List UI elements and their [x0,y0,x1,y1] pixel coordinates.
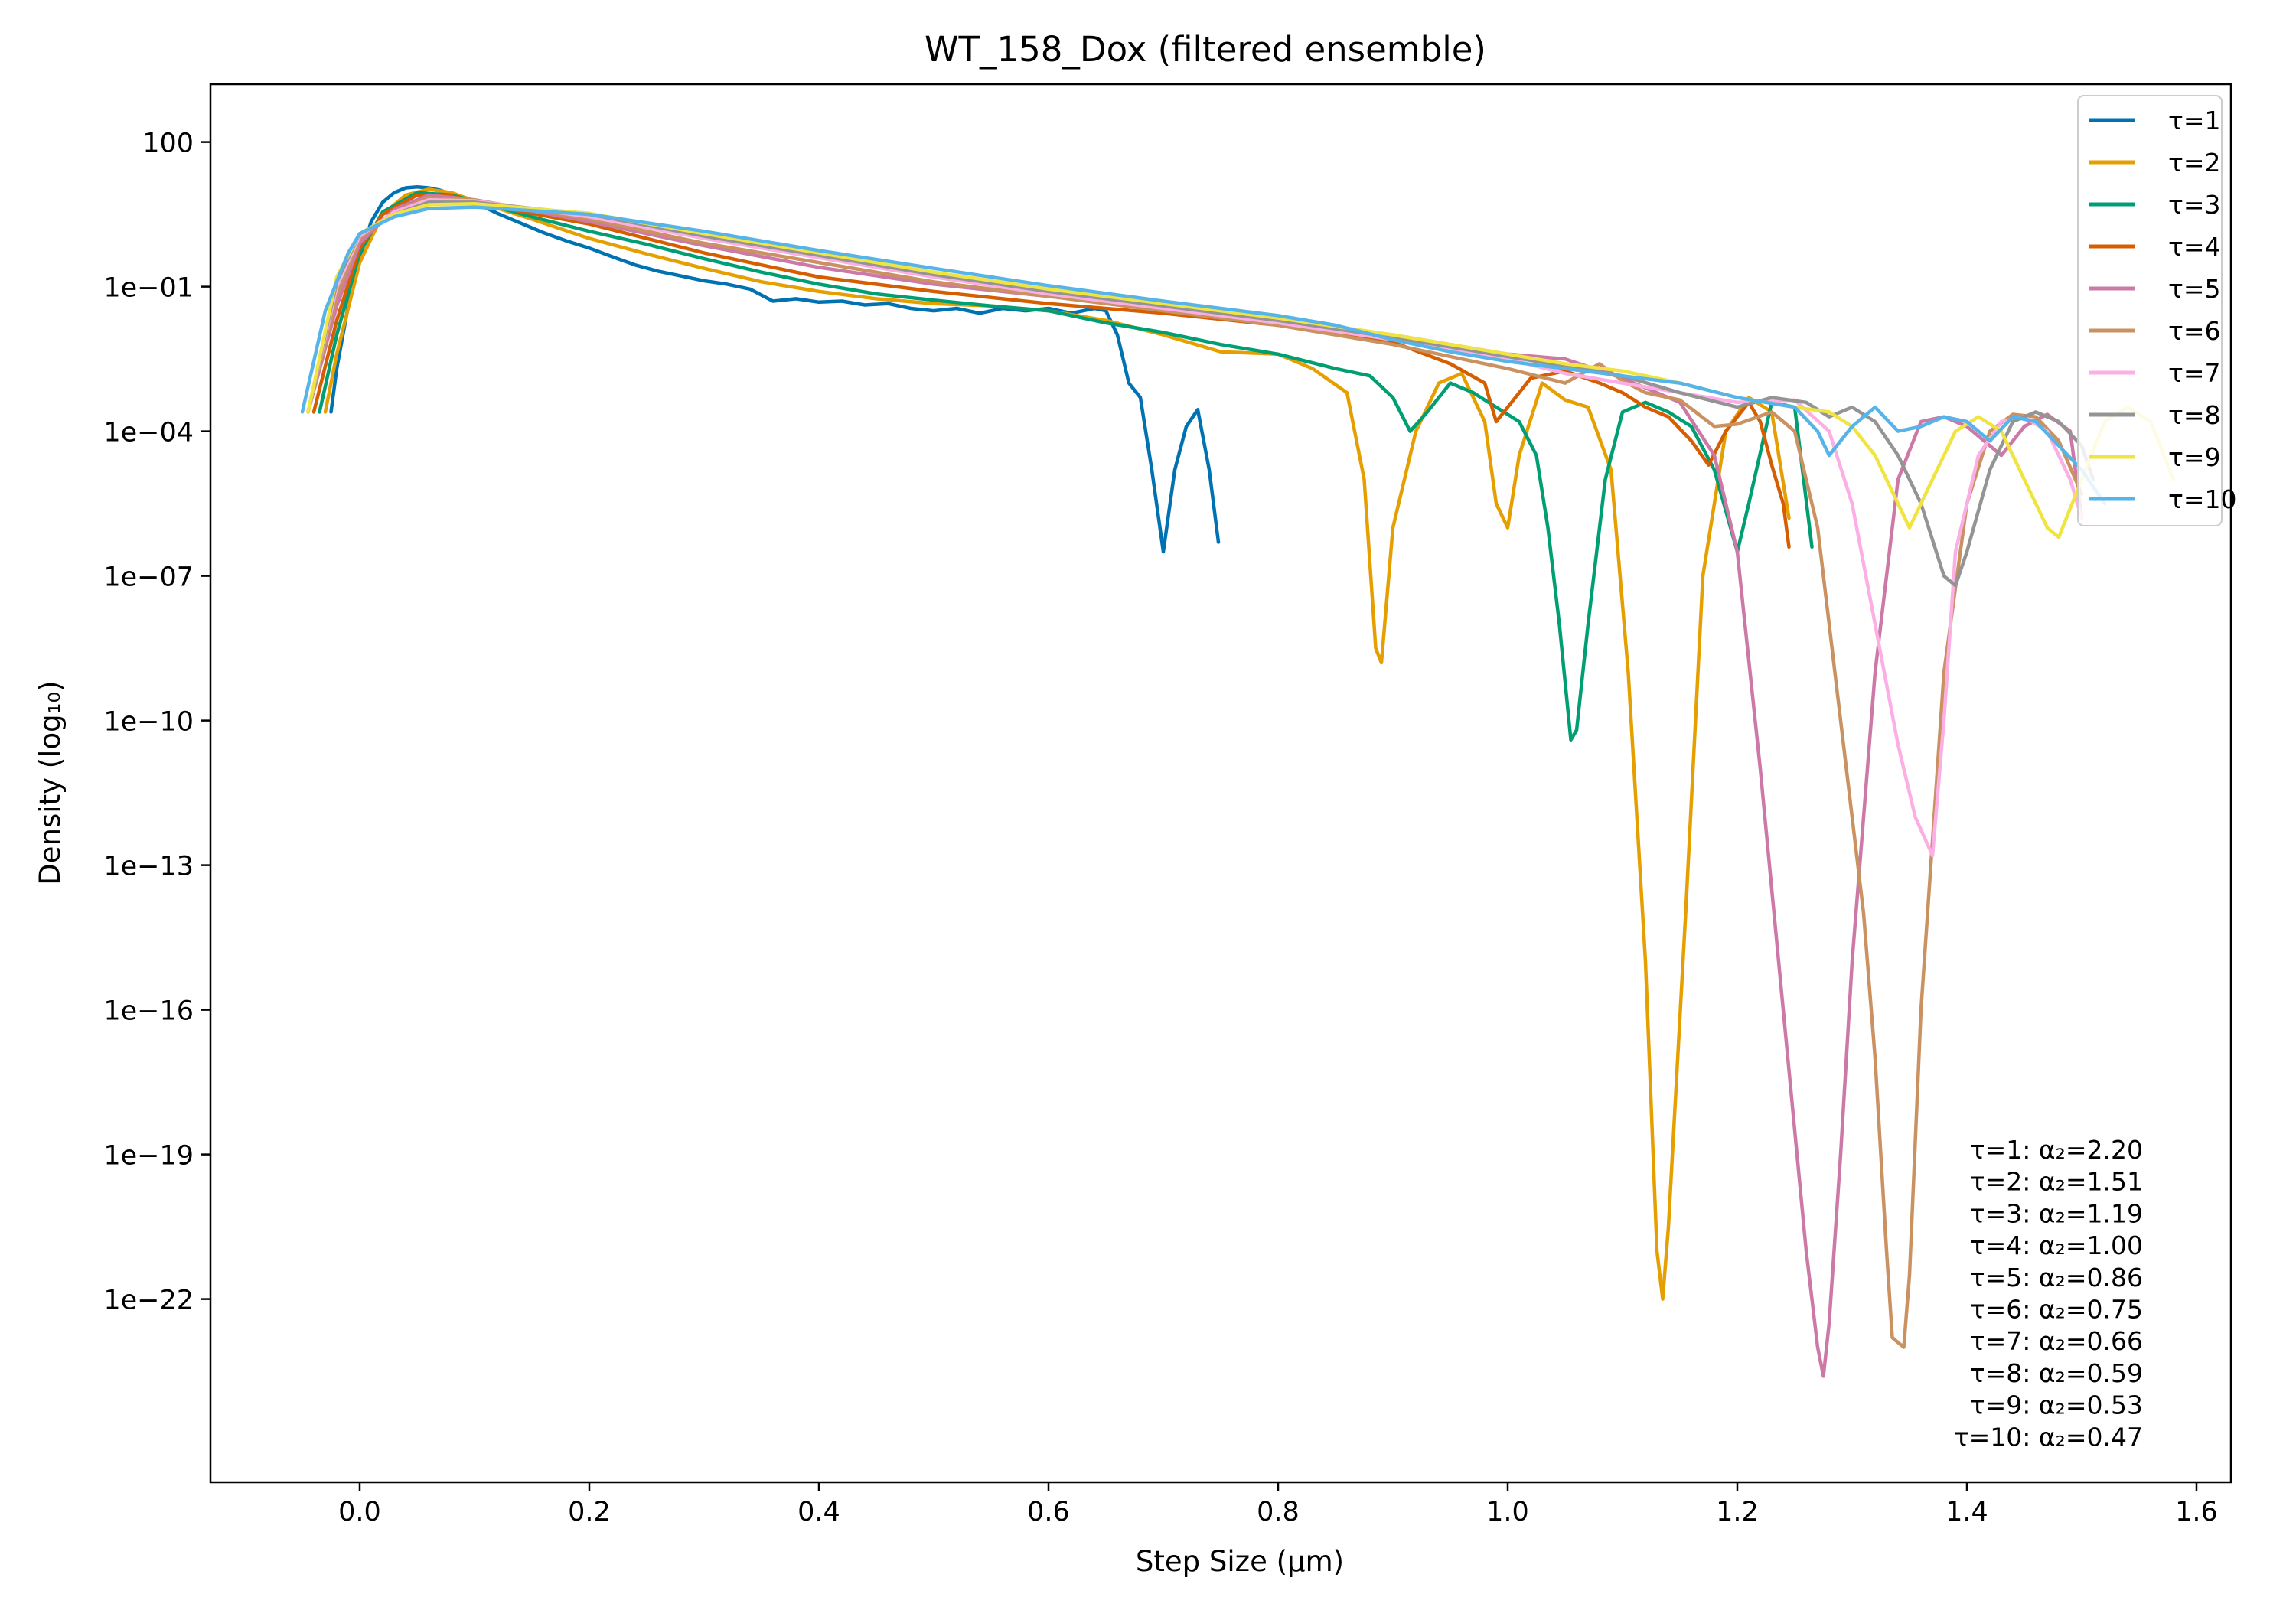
legend-label: τ=7 [2168,358,2221,388]
x-tick-label: 0.2 [568,1497,611,1527]
legend-label: τ=3 [2168,190,2221,220]
y-tick-label: 1e−13 [103,852,194,882]
legend-items: τ=1 τ=2 τ=3 τ=4 τ=5 τ=6 τ=7 τ=8 τ=9 τ=10 [2089,106,2237,514]
x-tick-label: 1.6 [2175,1497,2218,1527]
series-line-tau-5 [306,193,2084,1378]
y-tick-label: 1e−04 [103,418,194,448]
legend-label: τ=1 [2168,106,2221,135]
legend-label: τ=2 [2168,148,2221,178]
alpha-annotation-line: τ=3: α₂=1.19 [1970,1198,2143,1228]
series-line-tau-4 [311,193,1791,549]
legend: τ=1 τ=2 τ=3 τ=4 τ=5 τ=6 τ=7 τ=8 τ=9 τ=10 [2077,95,2237,526]
legend-label: τ=5 [2168,274,2221,304]
legend-label: τ=9 [2168,442,2221,472]
alpha-annotation: τ=1: α₂=2.20τ=2: α₂=1.51τ=3: α₂=1.19 τ=4:… [1954,1135,2143,1452]
series-line-tau-3 [318,191,1814,742]
series-line-tau-7 [306,197,2084,858]
x-tick-label: 1.4 [1945,1497,1988,1527]
alpha-annotation-line: τ=7: α₂=0.66 [1970,1326,2143,1356]
alpha-annotation-line: τ=2: α₂=1.51 [1970,1167,2143,1197]
alpha-annotation-line: τ=5: α₂=0.86 [1970,1263,2143,1292]
y-tick-label: 1e−16 [103,996,194,1027]
series-layer [300,184,2176,1378]
series-line-tau-6 [306,195,2084,1349]
x-axis-ticks: 0.0 0.2 0.4 0.6 0.8 1.0 1.2 1.4 1.6 [338,1482,2218,1527]
alpha-annotation-line: τ=6: α₂=0.75 [1970,1295,2143,1325]
y-axis-ticks: 100 1e−01 1e−04 1e−07 1e−10 1e−13 1e−16 1e−19 1e… [103,129,210,1316]
series-line-tau-10 [300,205,2107,506]
x-tick-label: 1.0 [1486,1497,1529,1527]
y-tick-label: 100 [142,129,194,159]
x-tick-label: 0.0 [338,1497,381,1527]
y-tick-label: 1e−01 [103,273,194,304]
x-tick-label: 0.6 [1027,1497,1070,1527]
alpha-annotation-line: τ=9: α₂=0.53 [1970,1390,2143,1420]
series-line-tau-8 [306,200,2095,588]
x-tick-label: 1.2 [1716,1497,1759,1527]
legend-label: τ=6 [2168,316,2221,346]
alpha-annotation-line: τ=1: α₂=2.20 [1970,1135,2143,1165]
legend-label: τ=10 [2168,484,2237,514]
y-tick-label: 1e−10 [103,707,194,738]
chart-title: WT_158_Dox (filtered ensemble) [925,29,1486,70]
y-tick-label: 1e−19 [103,1141,194,1172]
legend-label: τ=8 [2168,400,2221,430]
y-tick-label: 1e−07 [103,562,194,593]
plot-area-frame [209,83,2232,1484]
legend-label: τ=4 [2168,232,2221,262]
series-line-tau-2 [323,187,1791,1301]
series-line-tau-9 [306,201,2176,539]
y-axis-label: Density (log₁₀) [34,680,67,885]
series-line-tau-1 [329,184,1221,554]
x-axis-label: Step Size (µm) [1136,1545,1344,1578]
y-tick-label: 1e−22 [103,1286,194,1316]
alpha-annotation-line: τ=4: α₂=1.00 [1970,1231,2143,1260]
alpha-annotation-line: τ=10: α₂=0.47 [1954,1422,2143,1452]
x-tick-label: 0.4 [797,1497,840,1527]
alpha-annotation-line: τ=8: α₂=0.59 [1970,1358,2143,1388]
x-tick-label: 0.8 [1257,1497,1300,1527]
